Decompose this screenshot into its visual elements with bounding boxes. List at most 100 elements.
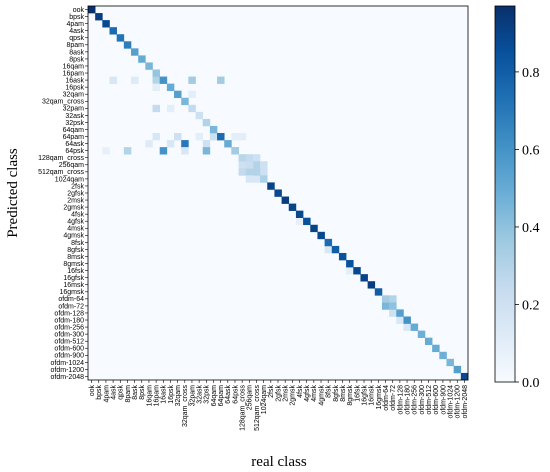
x-tick-label-ofdm-512: ofdm-512 — [426, 385, 433, 415]
y-tick-label-ofdm-900: ofdm-900 — [54, 353, 84, 360]
heatmap-cell-16msk-vs-16msk — [367, 281, 376, 289]
x-tick-label-qpsk: qpsk — [118, 385, 125, 400]
plot-area: ookbpsk4pam4askqpsk8pam8ask8psk16qam16pa… — [38, 5, 469, 431]
heatmap-cell-8gfsk-vs-8fsk — [324, 245, 333, 254]
y-tick-label-512qam_cross: 512qam_cross — [38, 169, 84, 176]
heatmap-cell-64ask-vs-16psk — [166, 140, 175, 148]
x-tick-label-bpsk: bpsk — [96, 385, 103, 400]
x-tick-label-ofdm-300: ofdm-300 — [419, 385, 426, 415]
x-tick-label-32pam: 32pam — [189, 385, 196, 407]
heatmap-cell-ofdm-72-vs-ofdm-64 — [381, 302, 390, 310]
y-tick-label-32qam_cross: 32qam_cross — [42, 99, 85, 106]
y-tick-label-64qam: 64qam — [63, 127, 85, 134]
y-tick-label-16qam: 16qam — [63, 63, 85, 70]
colorbar-tick-label: 0.0 — [522, 376, 540, 391]
y-tick-label-4ask: 4ask — [69, 28, 84, 35]
y-tick-label-32pam: 32pam — [63, 106, 85, 113]
heatmap-cell-16ask-vs-4ask — [109, 76, 117, 84]
y-tick-label-32psk: 32psk — [65, 120, 84, 127]
heatmap-cell-2gmsk-vs-2gmsk — [288, 203, 297, 211]
heatmap-cell-64psk-vs-32qam_cross — [181, 147, 189, 155]
heatmap-cell-32qam-vs-32qam — [174, 90, 182, 99]
x-tick-label-2gfsk: 2gfsk — [275, 385, 282, 402]
x-tick-label-4ask: 4ask — [110, 385, 117, 400]
x-tick-label-8msk: 8msk — [340, 385, 347, 402]
heatmap-cell-64ask-vs-32psk — [202, 140, 211, 148]
y-tick-label-ofdm-180: ofdm-180 — [54, 317, 84, 324]
x-tick-label-64pam: 64pam — [218, 385, 225, 407]
x-tick-label-16psk: 16psk — [168, 385, 175, 404]
y-tick-label-8pam: 8pam — [66, 42, 84, 49]
heatmap-cell-16psk-vs-16psk — [166, 83, 175, 91]
x-tick-label-64ask: 64ask — [225, 385, 232, 404]
heatmap-cells — [88, 6, 469, 381]
heatmap-cell-4gfsk-vs-4fsk — [295, 217, 304, 226]
heatmap-cell-qpsk-vs-qpsk — [116, 34, 125, 42]
x-tick-label-4gfsk: 4gfsk — [304, 385, 311, 402]
y-tick-label-32qam: 32qam — [63, 92, 85, 99]
y-tick-label-8msk: 8msk — [67, 254, 84, 261]
colorbar-tick-label: 0.2 — [522, 298, 540, 313]
y-tick-label-8gmsk: 8gmsk — [63, 261, 84, 268]
y-axis-label: Predicted class — [5, 148, 21, 238]
heatmap-cell-32psk-vs-32psk — [202, 118, 211, 127]
heatmap-cell-32pam-vs-16pam — [152, 104, 160, 113]
heatmap-cell-ofdm-128-vs-ofdm-72 — [389, 309, 397, 317]
heatmap-cell-64psk-vs-16ask — [159, 147, 168, 155]
y-tick-label-qpsk: qpsk — [69, 35, 84, 42]
y-tick-label-64psk: 64psk — [65, 148, 84, 155]
heatmap-cell-64pam-vs-64psk — [231, 133, 239, 141]
heatmap-cell-16fsk-vs-16fsk — [353, 267, 361, 275]
x-tick-label-512qam_cross: 512qam_cross — [254, 385, 261, 431]
heatmap-cell-2fsk-vs-2fsk — [267, 182, 275, 190]
colorbar-ticks: 0.0 0.2 0.4 0.6 0.8 — [515, 66, 540, 391]
x-tick-label-8pam: 8pam — [125, 385, 132, 403]
heatmap-cell-64psk-vs-32psk — [202, 147, 211, 155]
heatmap-cell-4fsk-vs-4fsk — [295, 210, 304, 218]
y-tick-label-4msk: 4msk — [67, 226, 84, 233]
y-tick-label-ofdm-512: ofdm-512 — [54, 339, 84, 346]
heatmap-cell-4gmsk-vs-4gmsk — [317, 231, 325, 240]
heatmap-cell-32qam-vs-32pam — [188, 90, 196, 99]
colorbar-gradient — [494, 5, 516, 383]
heatmap-cell-ofdm-256-vs-ofdm-256 — [410, 323, 419, 331]
x-tick-label-8fsk: 8fsk — [326, 385, 333, 398]
x-tick-label-8gfsk: 8gfsk — [333, 385, 340, 402]
colorbar-tick-label: 0.8 — [522, 66, 540, 81]
heatmap-cell-16gmsk-vs-16gmsk — [374, 288, 383, 296]
heatmap-cell-ofdm-2048-vs-ofdm-2048 — [460, 372, 469, 381]
x-tick-label-32ask: 32ask — [197, 385, 204, 404]
y-tick-label-ofdm-1200: ofdm-1200 — [51, 367, 85, 374]
heatmap-cell-ofdm-180-vs-ofdm-128 — [396, 316, 404, 324]
heatmap-cell-8pam-vs-8pam — [123, 41, 132, 49]
y-tick-label-8psk: 8psk — [69, 56, 84, 63]
x-tick-label-16msk: 16msk — [369, 385, 376, 406]
colorbar: 0.0 0.2 0.4 0.6 0.8 — [494, 5, 540, 391]
heatmap-cell-ofdm-180-vs-ofdm-180 — [403, 316, 411, 324]
x-tick-label-32psk: 32psk — [204, 385, 211, 404]
heatmap-cell-8psk-vs-8psk — [138, 55, 146, 63]
x-tick-label-ofdm-180: ofdm-180 — [404, 385, 411, 415]
heatmap-cell-2msk-vs-2msk — [281, 196, 290, 204]
x-tick-label-ook: ook — [89, 385, 96, 397]
x-tick-label-8gmsk: 8gmsk — [347, 385, 354, 406]
heatmap-cell-64pam-vs-64pam — [217, 133, 225, 141]
x-tick-label-ofdm-2048: ofdm-2048 — [462, 385, 469, 419]
heatmap-cell-ofdm-512-vs-ofdm-512 — [424, 337, 433, 346]
y-tick-label-8ask: 8ask — [69, 49, 84, 56]
y-tick-label-16msk: 16msk — [63, 282, 84, 289]
heatmap-cell-16ask-vs-16pam — [152, 76, 160, 84]
x-tick-label-2fsk: 2fsk — [268, 385, 275, 398]
x-tick-label-2gmsk: 2gmsk — [290, 385, 297, 406]
y-tick-label-ofdm-256: ofdm-256 — [54, 324, 84, 331]
heatmap-cell-64pam-vs-16pam — [152, 133, 160, 141]
heatmap-cell-16pam-vs-16pam — [152, 69, 160, 77]
y-tick-labels: ookbpsk4pam4askqpsk8pam8ask8psk16qam16pa… — [38, 7, 88, 381]
y-tick-label-2msk: 2msk — [67, 197, 84, 204]
heatmap-cell-512qam_cross-vs-512qam_cross — [252, 168, 261, 176]
heatmap-cell-64pam-vs-32ask — [195, 133, 204, 141]
colorbar-tick-label: 0.4 — [522, 221, 540, 236]
x-tick-label-2msk: 2msk — [283, 385, 290, 402]
y-tick-label-4pam: 4pam — [66, 21, 84, 28]
